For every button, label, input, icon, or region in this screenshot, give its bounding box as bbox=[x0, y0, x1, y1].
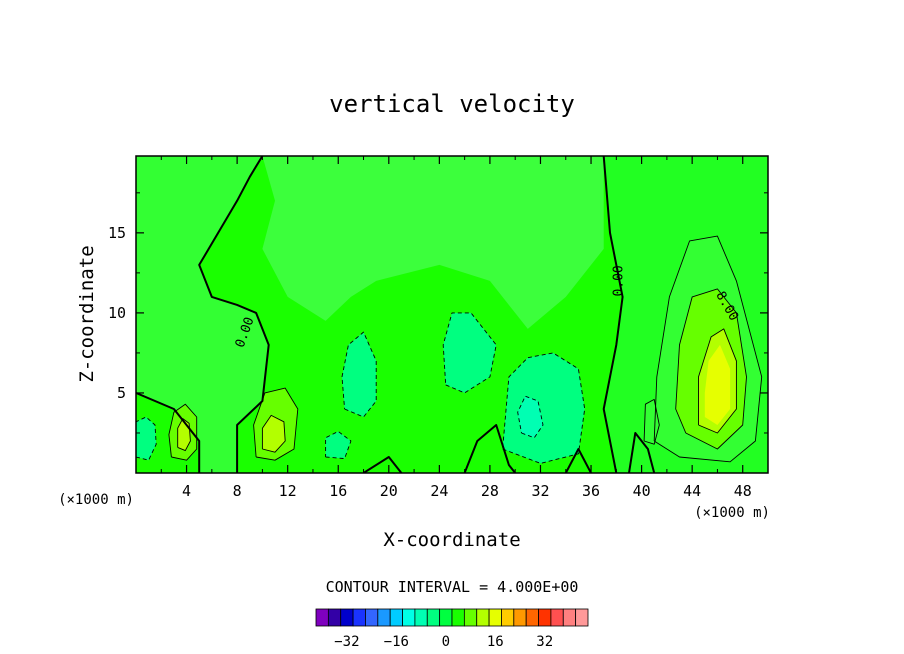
contour-line-11 bbox=[261, 414, 286, 453]
contour-fills bbox=[136, 156, 768, 473]
y-tick-label: 15 bbox=[108, 224, 126, 242]
chart-title: vertical velocity bbox=[329, 90, 575, 118]
contour-region-11 bbox=[502, 352, 585, 464]
colorbar-tick-label: 16 bbox=[487, 634, 504, 650]
x-tick-label: 24 bbox=[430, 482, 448, 500]
colorbar-swatch-4 bbox=[365, 608, 379, 627]
colorbar-swatch-7 bbox=[402, 608, 416, 627]
colorbar-swatch-5 bbox=[377, 608, 391, 627]
x-tick-label: 28 bbox=[481, 482, 499, 500]
contour-region-3 bbox=[262, 156, 604, 329]
x-tick-label: 32 bbox=[531, 482, 549, 500]
contour-line-14 bbox=[643, 398, 660, 445]
x-unit-label: (×1000 m) bbox=[58, 492, 134, 508]
contour-line-2 bbox=[136, 391, 201, 473]
contour-region-1 bbox=[136, 156, 269, 473]
contour-line-7 bbox=[653, 235, 763, 463]
contour-line-10 bbox=[253, 387, 299, 461]
x-tick-label: 40 bbox=[633, 482, 651, 500]
y-tick-label: 10 bbox=[108, 304, 126, 322]
contour-line-0 bbox=[198, 156, 270, 473]
colorbar-swatch-9 bbox=[426, 608, 441, 627]
plot-frame bbox=[135, 155, 769, 474]
contour-line-4 bbox=[463, 424, 516, 473]
colorbar-swatch-14 bbox=[488, 608, 502, 627]
contour-interval-text: CONTOUR INTERVAL = 4.000E+00 bbox=[326, 578, 579, 596]
colorbar-swatch-16 bbox=[513, 608, 527, 627]
x-tick-label: 4 bbox=[182, 482, 191, 500]
colorbar-swatch-1 bbox=[327, 608, 342, 627]
colorbar-swatch-11 bbox=[451, 608, 465, 627]
colorbar-swatch-8 bbox=[414, 608, 428, 627]
contour-line-13 bbox=[177, 418, 191, 452]
colorbar-tick-label: −32 bbox=[334, 634, 359, 650]
x-tick-label: 12 bbox=[279, 482, 297, 500]
colorbar-swatch-17 bbox=[525, 608, 539, 627]
colorbar-swatch-13 bbox=[476, 608, 490, 627]
contour-line-16 bbox=[442, 312, 497, 394]
contour-lines bbox=[136, 156, 763, 473]
contour-region-17 bbox=[136, 417, 157, 461]
colorbar bbox=[315, 608, 589, 627]
colorbar-swatch-19 bbox=[550, 608, 564, 627]
contour-line-8 bbox=[675, 288, 747, 450]
x-tick-label: 8 bbox=[233, 482, 242, 500]
x-axis-label: X-coordinate bbox=[383, 529, 520, 551]
contour-line-19 bbox=[136, 416, 157, 461]
colorbar-tick-label: 32 bbox=[536, 634, 553, 650]
contour-line-5 bbox=[564, 448, 592, 473]
contour-region-18 bbox=[325, 431, 351, 459]
contour-line-6 bbox=[628, 432, 656, 473]
contour-line-17 bbox=[502, 352, 586, 464]
contour-line-15 bbox=[341, 331, 377, 418]
contour-line-18 bbox=[517, 395, 544, 439]
contour-region-10 bbox=[443, 312, 497, 393]
contour-region-14 bbox=[262, 415, 286, 453]
colorbar-tick-label: −16 bbox=[384, 634, 409, 650]
contour-line-3 bbox=[362, 456, 403, 473]
colorbar-swatch-3 bbox=[352, 608, 366, 627]
colorbar-swatch-18 bbox=[538, 608, 552, 627]
x-tick-label: 16 bbox=[329, 482, 347, 500]
contour-label-1: 0.00 bbox=[612, 265, 627, 296]
contour-region-9 bbox=[342, 332, 377, 417]
x-tick-label: 36 bbox=[582, 482, 600, 500]
colorbar-swatch-15 bbox=[501, 608, 515, 627]
colorbar-swatch-6 bbox=[389, 608, 403, 627]
colorbar-swatch-20 bbox=[562, 608, 577, 627]
colorbar-swatch-10 bbox=[439, 608, 453, 627]
colorbar-tick-label: 0 bbox=[442, 634, 450, 650]
x-tick-label: 48 bbox=[734, 482, 752, 500]
x-axis-ticks: 4 8 12 16 20 24 28 32 36 40 44 48 bbox=[160, 156, 752, 500]
x-tick-label: 44 bbox=[683, 482, 701, 500]
contour-line-12 bbox=[168, 403, 198, 461]
y-axis-ticks: 5 10 15 bbox=[108, 192, 768, 434]
colorbar-swatch-21 bbox=[575, 608, 589, 627]
colorbar-swatch-12 bbox=[463, 608, 478, 627]
contour-region-12 bbox=[517, 396, 543, 438]
colorbar-swatch-0 bbox=[315, 608, 329, 627]
contour-line-20 bbox=[325, 430, 352, 460]
colorbar-swatch-2 bbox=[340, 608, 354, 627]
contour-line-9 bbox=[698, 328, 737, 434]
y-axis-label: Z-coordinate bbox=[76, 245, 98, 382]
contour-line-1 bbox=[602, 156, 624, 473]
colorbar-tick-labels: −32 −16 0 16 32 bbox=[334, 634, 553, 650]
contour-region-8 bbox=[704, 344, 731, 425]
y-unit-label: (×1000 m) bbox=[694, 505, 770, 521]
x-tick-label: 20 bbox=[380, 482, 398, 500]
y-tick-label: 5 bbox=[117, 384, 126, 402]
